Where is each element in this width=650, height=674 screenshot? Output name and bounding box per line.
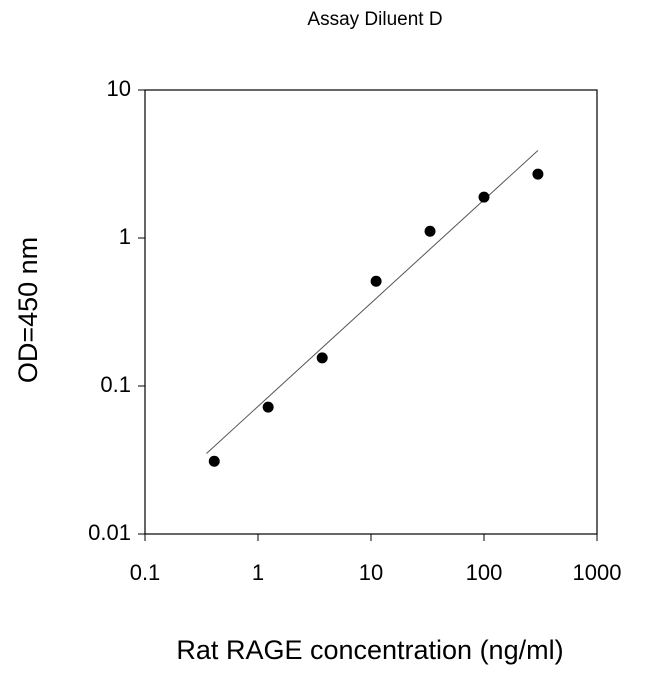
x-tick-label: 10 [359,560,383,585]
x-tick-label: 100 [466,560,503,585]
data-point [424,225,436,237]
y-tick-label: 10 [107,76,131,101]
data-point [370,275,382,287]
chart-title: Assay Diluent D [307,9,442,30]
y-tick-label: 0.01 [88,520,131,545]
plot-frame [144,89,598,535]
y-axis-label: OD=450 nm [13,237,43,383]
data-point [262,401,274,413]
data-point [532,168,544,180]
y-tick-label: 1 [119,224,131,249]
data-point [478,191,490,203]
x-tick-label: 1000 [573,560,622,585]
x-axis-label: Rat RAGE concentration (ng/ml) [176,635,563,665]
x-tick-label: 1 [252,560,264,585]
x-tick-label: 0.1 [130,560,161,585]
data-point [208,455,220,467]
y-tick-label: 0.1 [100,372,131,397]
data-point [316,352,328,364]
